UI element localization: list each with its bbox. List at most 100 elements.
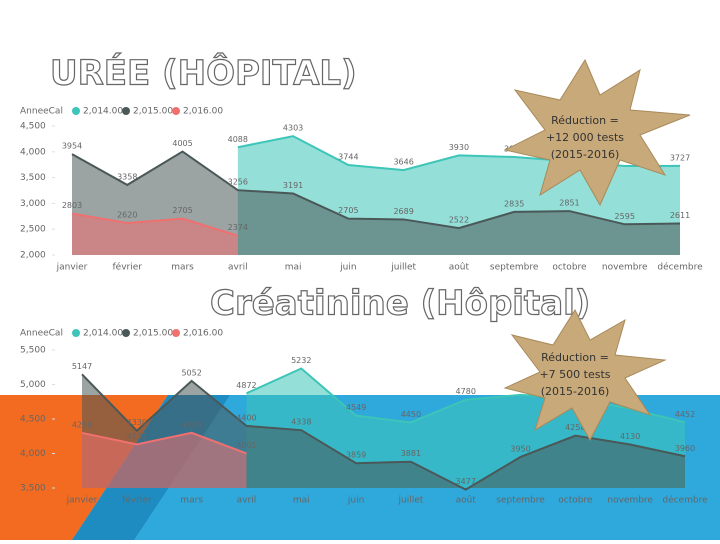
- legend-swatch: [172, 329, 180, 337]
- x-tick-label: avril: [228, 263, 248, 273]
- series-line: [71, 212, 239, 237]
- x-tick-label: décembre: [657, 262, 703, 273]
- starburst: [503, 308, 667, 442]
- series-line: [71, 150, 681, 230]
- x-tick-label: novembre: [607, 496, 653, 506]
- annotation: (2015-2016): [541, 385, 610, 398]
- x-tick-label: septembre: [496, 496, 545, 506]
- data-label: 4400: [236, 413, 256, 422]
- x-tick-label: décembre: [662, 495, 708, 506]
- legend-swatch: [122, 107, 130, 115]
- data-label: 2595: [615, 212, 635, 221]
- legend-label: 2,015.00: [133, 107, 173, 117]
- area-fill: [82, 432, 247, 488]
- legend-label: 2,014.00: [83, 329, 123, 339]
- y-tick-label: 4,000: [20, 147, 46, 157]
- legend-label: 2,014.00: [83, 107, 123, 117]
- x-tick-label: mai: [293, 496, 310, 506]
- x-tick-label: octobre: [558, 496, 593, 506]
- data-label: 4088: [228, 135, 248, 144]
- data-label: 4303: [283, 124, 303, 133]
- annotation: +12 000 tests: [546, 131, 624, 144]
- x-tick-label: mars: [180, 496, 203, 506]
- x-tick-label: juin: [339, 263, 356, 273]
- y-tick-label: 3,500: [20, 484, 46, 494]
- data-label: 5232: [291, 356, 311, 365]
- data-label: 2374: [228, 223, 248, 232]
- legend-label: 2,016.00: [183, 329, 223, 339]
- data-label: 3930: [449, 143, 469, 152]
- x-tick-label: avril: [237, 496, 257, 506]
- data-label: 4450: [401, 410, 421, 419]
- legend-swatch: [172, 107, 180, 115]
- data-label: 5052: [181, 368, 201, 377]
- data-label: 4338: [291, 418, 311, 427]
- x-tick-label: mars: [171, 263, 194, 273]
- data-label: 3256: [228, 178, 248, 187]
- legend-swatch: [72, 107, 80, 115]
- x-tick-label: juin: [347, 496, 364, 506]
- data-label: 2620: [117, 211, 137, 220]
- x-tick-label: janvier: [56, 263, 88, 273]
- data-label: 4300: [181, 420, 201, 429]
- data-label: 4780: [456, 387, 476, 396]
- data-label: 2705: [172, 206, 192, 215]
- data-label: 3191: [283, 181, 303, 190]
- x-tick-label: janvier: [66, 496, 98, 506]
- y-tick-label: 4,500: [20, 415, 46, 425]
- y-tick-label: 4,000: [20, 449, 46, 459]
- data-label: 4872: [236, 381, 256, 390]
- legend-title: AnneeCal: [20, 329, 63, 339]
- x-tick-label: février: [122, 495, 152, 506]
- series-line: [246, 367, 686, 424]
- data-label: 4258: [565, 423, 585, 432]
- data-label: 2705: [338, 206, 358, 215]
- data-label: 4132: [127, 432, 147, 441]
- x-tick-label: août: [449, 263, 470, 273]
- data-label: 2522: [449, 216, 469, 225]
- data-label: 4549: [346, 403, 366, 412]
- annotation: +7 500 tests: [539, 368, 610, 381]
- data-label: 2803: [62, 201, 82, 210]
- x-tick-label: août: [456, 496, 477, 506]
- data-label: 4130: [620, 432, 640, 441]
- data-label: 4005: [172, 139, 192, 148]
- data-label: 4330: [127, 418, 147, 427]
- x-tick-label: mai: [285, 263, 302, 273]
- y-tick-label: 5,000: [20, 380, 46, 390]
- x-tick-label: juillet: [398, 496, 424, 506]
- data-label: 3727: [670, 153, 690, 162]
- data-label: 3646: [393, 158, 413, 167]
- data-label: 3358: [117, 172, 137, 181]
- data-label: 3954: [62, 142, 82, 151]
- data-label: 4001: [236, 441, 256, 450]
- data-label: 3744: [338, 153, 358, 162]
- annotation: (2015-2016): [551, 148, 620, 161]
- starburst: [503, 58, 691, 207]
- annotation: Réduction =: [551, 114, 619, 127]
- y-tick-label: 5,500: [20, 346, 46, 356]
- data-label: 3477: [456, 477, 476, 486]
- x-tick-label: novembre: [602, 263, 648, 273]
- data-label: 2689: [393, 207, 413, 216]
- series-line: [81, 431, 247, 455]
- y-tick-label: 2,500: [20, 225, 46, 235]
- data-label: 4298: [72, 420, 92, 429]
- y-tick-label: 3,000: [20, 199, 46, 209]
- x-tick-label: juillet: [390, 263, 416, 273]
- legend-label: 2,016.00: [183, 107, 223, 117]
- legend-swatch: [122, 329, 130, 337]
- series-line: [81, 373, 686, 491]
- data-label: 3859: [346, 451, 366, 460]
- x-tick-label: septembre: [490, 263, 539, 273]
- data-label: 3881: [401, 449, 421, 458]
- area-fill: [72, 151, 680, 255]
- chart-title: URÉE (HÔPITAL): [50, 53, 357, 94]
- legend-title: AnneeCal: [20, 107, 63, 117]
- data-label: 2851: [559, 199, 579, 208]
- data-label: 5147: [72, 362, 92, 371]
- data-label: 2835: [504, 199, 524, 208]
- data-label: 3950: [510, 444, 530, 453]
- x-tick-label: février: [113, 262, 143, 273]
